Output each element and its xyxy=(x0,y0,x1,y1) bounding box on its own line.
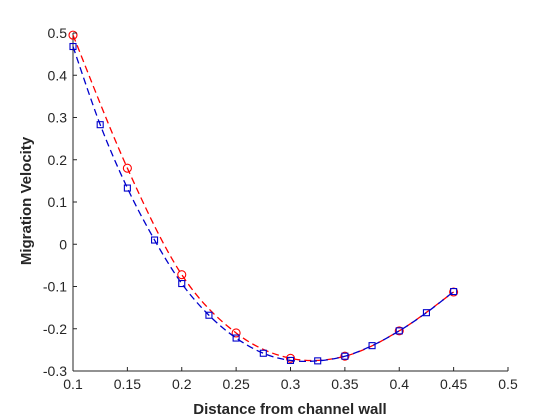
x-tick-label: 0.2 xyxy=(172,376,192,392)
series-1-point xyxy=(232,334,240,342)
y-tick-label: 0.3 xyxy=(48,110,68,126)
y-tick-label: 0.5 xyxy=(48,25,68,41)
series-0-line xyxy=(72,34,455,362)
y-tick-label: -0.1 xyxy=(43,279,67,295)
y-tick-label: 0 xyxy=(59,236,67,252)
series-1-point xyxy=(259,349,267,357)
series-1-point xyxy=(450,288,458,296)
x-tick-label: 0.45 xyxy=(440,376,467,392)
series-0-point xyxy=(340,351,350,361)
series-1-line xyxy=(72,46,455,363)
series-1-point xyxy=(205,311,213,319)
series-1-point xyxy=(69,42,77,51)
x-tick-label: 0.5 xyxy=(498,376,518,392)
axes xyxy=(72,33,508,372)
series-1-point xyxy=(178,279,186,288)
x-tick-label: 0.1 xyxy=(63,376,83,392)
series-0 xyxy=(68,30,459,363)
series-layer xyxy=(68,30,459,365)
series-1-point xyxy=(151,236,159,244)
series-1-point xyxy=(341,352,349,360)
series-1-point xyxy=(422,309,430,317)
series-0-point xyxy=(394,326,404,336)
x-tick-label: 0.15 xyxy=(114,376,141,392)
series-0-point xyxy=(231,328,241,338)
series-1-point xyxy=(368,342,376,350)
series-1-point xyxy=(286,356,295,364)
series-1-point xyxy=(96,121,104,129)
x-tick-label: 0.35 xyxy=(331,376,358,392)
series-0-point xyxy=(285,353,296,363)
y-tick-label: -0.3 xyxy=(43,363,67,379)
series-0-point xyxy=(68,30,78,40)
series-0-point xyxy=(449,287,459,297)
series-1-point xyxy=(395,327,403,335)
x-tick-label: 0.25 xyxy=(223,376,250,392)
x-tick-label: 0.4 xyxy=(390,376,410,392)
y-axis-label: Migration Velocity xyxy=(18,136,35,265)
series-1-point xyxy=(123,184,131,192)
y-tick-label: 0.4 xyxy=(48,67,68,83)
y-tick-label: 0.2 xyxy=(48,152,68,168)
ticks: 0.1 0.15 0.2 0.25 0.3 0.35 0.4 0.45 0.5 0.5 0.4 0.3… xyxy=(43,25,518,392)
series-0-point xyxy=(122,163,132,173)
series-0-point xyxy=(177,270,187,280)
y-tick-label: 0.1 xyxy=(48,194,68,210)
y-tick-label: -0.2 xyxy=(43,321,67,337)
x-tick-label: 0.3 xyxy=(281,376,301,392)
series-1 xyxy=(69,42,458,365)
series-1-point xyxy=(314,357,322,365)
x-axis-label: Distance from channel wall xyxy=(193,401,386,418)
